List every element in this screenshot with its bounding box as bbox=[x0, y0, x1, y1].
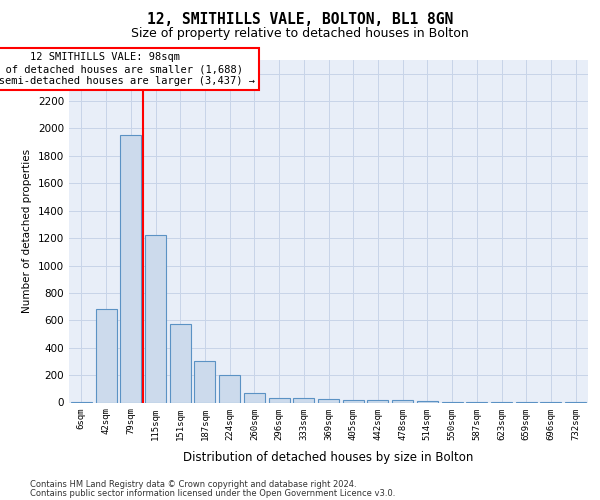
Y-axis label: Number of detached properties: Number of detached properties bbox=[22, 149, 32, 314]
Bar bbox=[95, 310, 116, 402]
X-axis label: Distribution of detached houses by size in Bolton: Distribution of detached houses by size … bbox=[184, 450, 473, 464]
Bar bbox=[244, 393, 265, 402]
Text: 12, SMITHILLS VALE, BOLTON, BL1 8GN: 12, SMITHILLS VALE, BOLTON, BL1 8GN bbox=[147, 12, 453, 28]
Text: Size of property relative to detached houses in Bolton: Size of property relative to detached ho… bbox=[131, 28, 469, 40]
Bar bbox=[417, 401, 438, 402]
Bar bbox=[293, 398, 314, 402]
Text: Contains public sector information licensed under the Open Government Licence v3: Contains public sector information licen… bbox=[30, 490, 395, 498]
Bar bbox=[392, 400, 413, 402]
Text: 12 SMITHILLS VALE: 98sqm
← 33% of detached houses are smaller (1,688)
67% of sem: 12 SMITHILLS VALE: 98sqm ← 33% of detach… bbox=[0, 52, 255, 86]
Bar bbox=[318, 399, 339, 402]
Bar bbox=[269, 398, 290, 402]
Bar bbox=[120, 136, 141, 402]
Bar bbox=[367, 400, 388, 402]
Bar bbox=[145, 236, 166, 402]
Bar bbox=[194, 362, 215, 403]
Bar bbox=[170, 324, 191, 402]
Bar bbox=[343, 400, 364, 402]
Text: Contains HM Land Registry data © Crown copyright and database right 2024.: Contains HM Land Registry data © Crown c… bbox=[30, 480, 356, 489]
Bar bbox=[219, 375, 240, 402]
